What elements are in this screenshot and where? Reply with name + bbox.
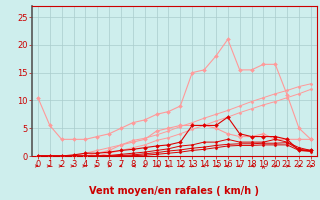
X-axis label: Vent moyen/en rafales ( km/h ): Vent moyen/en rafales ( km/h ): [89, 186, 260, 196]
